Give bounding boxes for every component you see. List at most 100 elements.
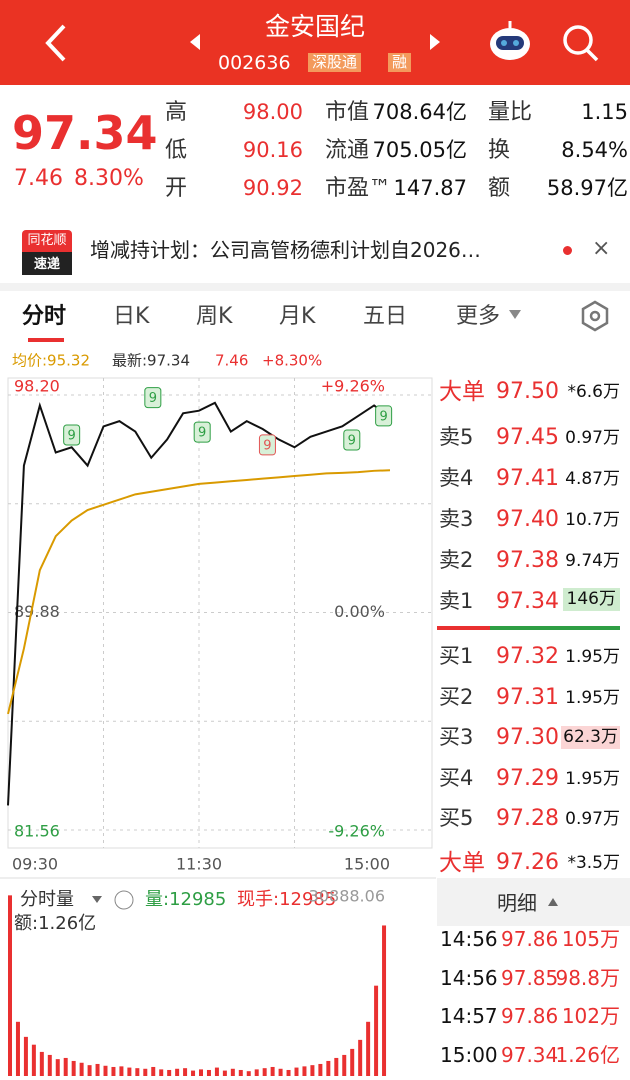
book-price: 97.41: [496, 466, 559, 491]
volume-bar: [326, 1060, 331, 1076]
volume-bar: [87, 1065, 92, 1076]
book-label: 买1: [439, 644, 474, 668]
volume-bar: [278, 1068, 283, 1076]
volume-bar: [95, 1063, 100, 1076]
book-label: 卖3: [439, 507, 474, 531]
book-price: 97.26: [496, 850, 559, 875]
volume-bar: [119, 1066, 124, 1076]
volume-bar: [358, 1039, 363, 1076]
badge-top: 同花顺: [27, 233, 67, 248]
signal-label: 9: [348, 433, 356, 448]
stat-label: 换: [488, 138, 511, 163]
volume-bar: [111, 1066, 116, 1076]
trade-volume: 102万: [561, 1004, 620, 1028]
prev-stock[interactable]: [190, 34, 200, 50]
y2-tick-label: +9.26%: [321, 377, 385, 396]
help-icon: [114, 890, 134, 910]
volume-bar: [79, 1062, 84, 1076]
legend-item: 均价:95.32: [12, 352, 90, 370]
back-button[interactable]: [45, 24, 66, 62]
volume-bar: [103, 1065, 108, 1076]
book-price: 97.30: [496, 725, 559, 750]
avg-price-line: [7, 469, 391, 715]
settings-icon[interactable]: [581, 300, 609, 332]
trade-volume: 98.8万: [555, 965, 620, 990]
volume-bar: [39, 1051, 44, 1076]
price-line: [7, 401, 391, 806]
last-price: 97.34: [12, 106, 158, 160]
volume-bar: [238, 1069, 243, 1076]
book-volume: 4.87万: [565, 469, 620, 489]
book-label: 卖4: [439, 466, 474, 490]
volume-bar: [342, 1054, 347, 1076]
y-tick-label: 30888.06: [309, 887, 385, 906]
tab[interactable]: 周K: [196, 304, 233, 329]
trade-time: 14:57: [440, 1004, 498, 1028]
book-volume: 62.3万: [561, 726, 620, 749]
tab[interactable]: 更多: [456, 304, 501, 329]
volume-bar: [350, 1048, 355, 1076]
book-volume: 0.97万: [565, 809, 620, 829]
legend-item: 量:12985: [145, 889, 226, 910]
close-button[interactable]: ×: [592, 236, 611, 261]
book-volume: 1.95万: [565, 647, 620, 667]
robot-icon[interactable]: [490, 21, 530, 60]
book-label: 卖5: [439, 425, 474, 449]
badge-bottom: 速递: [22, 252, 72, 275]
tab-arrow: [509, 310, 521, 319]
x-tick-label: 09:30: [12, 855, 58, 874]
notice-badge: 同花顺 速递: [22, 230, 72, 275]
stat-label: 市值: [325, 100, 370, 125]
book-volume: 10.7万: [565, 510, 620, 530]
volume-bar: [302, 1066, 307, 1076]
notice-text[interactable]: 增减持计划：公司高管杨德利计划自2026…: [90, 238, 481, 262]
volume-bar: [366, 1021, 371, 1076]
volume-bar: [47, 1054, 52, 1076]
stat-value: 58.97亿: [546, 176, 628, 200]
signal-label: 9: [68, 428, 76, 443]
book-price: 97.29: [496, 765, 559, 791]
stat-value: 147.87: [393, 176, 467, 200]
y-tick-label: 81.56: [14, 822, 60, 841]
next-stock[interactable]: [430, 34, 440, 50]
stat-value: 90.92: [242, 176, 303, 200]
stock-code: 002636: [218, 52, 291, 74]
volume-bar: [55, 1059, 60, 1076]
tab[interactable]: 月K: [279, 304, 316, 329]
book-price: 97.38: [496, 548, 559, 573]
tab[interactable]: 五日: [363, 304, 408, 329]
legend-item: 7.46: [215, 352, 248, 370]
volume-bar: [222, 1070, 227, 1076]
divider: [0, 283, 630, 291]
tab[interactable]: 分时: [22, 304, 67, 329]
volume-bar: [175, 1068, 180, 1076]
book-price: 97.31: [496, 684, 559, 710]
volume-bar: [143, 1068, 148, 1076]
detail-title: 明细: [497, 891, 537, 915]
volume-bar: [310, 1065, 315, 1076]
trade-price: 97.86: [501, 1004, 559, 1028]
tab[interactable]: 日K: [113, 304, 150, 329]
detail-header-bg: [437, 878, 630, 926]
volume-bar: [214, 1067, 219, 1076]
legend-item: 最新:97.34: [112, 352, 190, 370]
y-tick-label: 98.20: [14, 377, 60, 396]
stat-label: 流通: [325, 138, 370, 163]
book-label: 买4: [439, 765, 474, 790]
book-price: 97.45: [496, 425, 559, 450]
tab-underline: [28, 338, 64, 342]
volume-bar: [199, 1069, 203, 1076]
change-pct: 8.30%: [74, 166, 144, 191]
search-icon[interactable]: [563, 25, 599, 62]
volume-bar: [151, 1066, 156, 1076]
book-volume: 9.74万: [565, 551, 620, 571]
volume-bar: [63, 1057, 68, 1076]
trade-volume: 105万: [561, 927, 620, 951]
volume-bar: [15, 1021, 20, 1076]
volume-bar: [127, 1067, 132, 1076]
x-tick-label: 11:30: [176, 855, 222, 874]
book-label: 买2: [439, 684, 474, 709]
volume-bar: [183, 1068, 188, 1076]
stat-label: 市盈™: [325, 176, 392, 201]
